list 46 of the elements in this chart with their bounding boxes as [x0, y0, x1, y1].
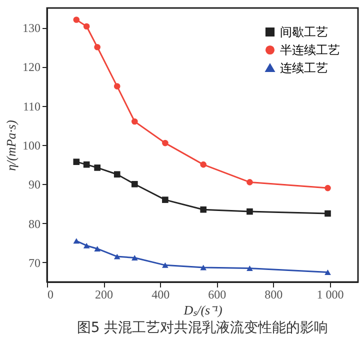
- x-tick-label: 1 000: [316, 288, 344, 302]
- point: [94, 246, 100, 252]
- point: [73, 16, 80, 23]
- point: [162, 262, 168, 268]
- y-tick-label: 70: [28, 256, 40, 270]
- point: [324, 269, 331, 275]
- x-tick-label: 800: [264, 288, 283, 302]
- point: [94, 44, 100, 50]
- y-tick-label: 100: [22, 138, 40, 152]
- point: [131, 254, 138, 260]
- legend-label: 连续工艺: [280, 61, 328, 75]
- point: [162, 196, 168, 203]
- x-tick-label: 200: [95, 288, 114, 302]
- y-tick-label: 80: [28, 216, 40, 231]
- x-tick-label: 600: [208, 288, 226, 302]
- point: [83, 161, 90, 168]
- legend-label: 间歇工艺: [280, 25, 328, 39]
- point: [200, 264, 207, 270]
- point: [324, 184, 331, 192]
- point: [324, 210, 331, 217]
- point: [162, 140, 168, 146]
- y-tick-label: 120: [22, 60, 40, 74]
- legend-label: 半连续工艺: [280, 43, 340, 57]
- point: [114, 254, 120, 260]
- point: [114, 83, 120, 90]
- y-axis-title: η/(mPa·s): [4, 120, 18, 171]
- point: [131, 118, 138, 125]
- point: [83, 23, 90, 30]
- x-tick-label: 0: [48, 288, 54, 302]
- point: [73, 158, 80, 165]
- point: [200, 161, 207, 168]
- x-tick-label: 400: [152, 288, 170, 302]
- point: [114, 171, 120, 178]
- point: [73, 238, 80, 244]
- text: 图5 共混工艺对共混乳液流变性能的影响: [76, 320, 328, 336]
- point: [246, 179, 253, 186]
- y-tick-label: 110: [22, 99, 40, 114]
- x-axis-title: Dₛ/(s⁻¹): [182, 302, 222, 318]
- point: [200, 206, 207, 213]
- point: [83, 242, 90, 248]
- point: [94, 164, 100, 171]
- point: [246, 208, 253, 215]
- point: [131, 180, 138, 188]
- y-tick-label: 90: [28, 178, 40, 192]
- y-tick-label: 130: [22, 21, 40, 36]
- point: [246, 266, 253, 272]
